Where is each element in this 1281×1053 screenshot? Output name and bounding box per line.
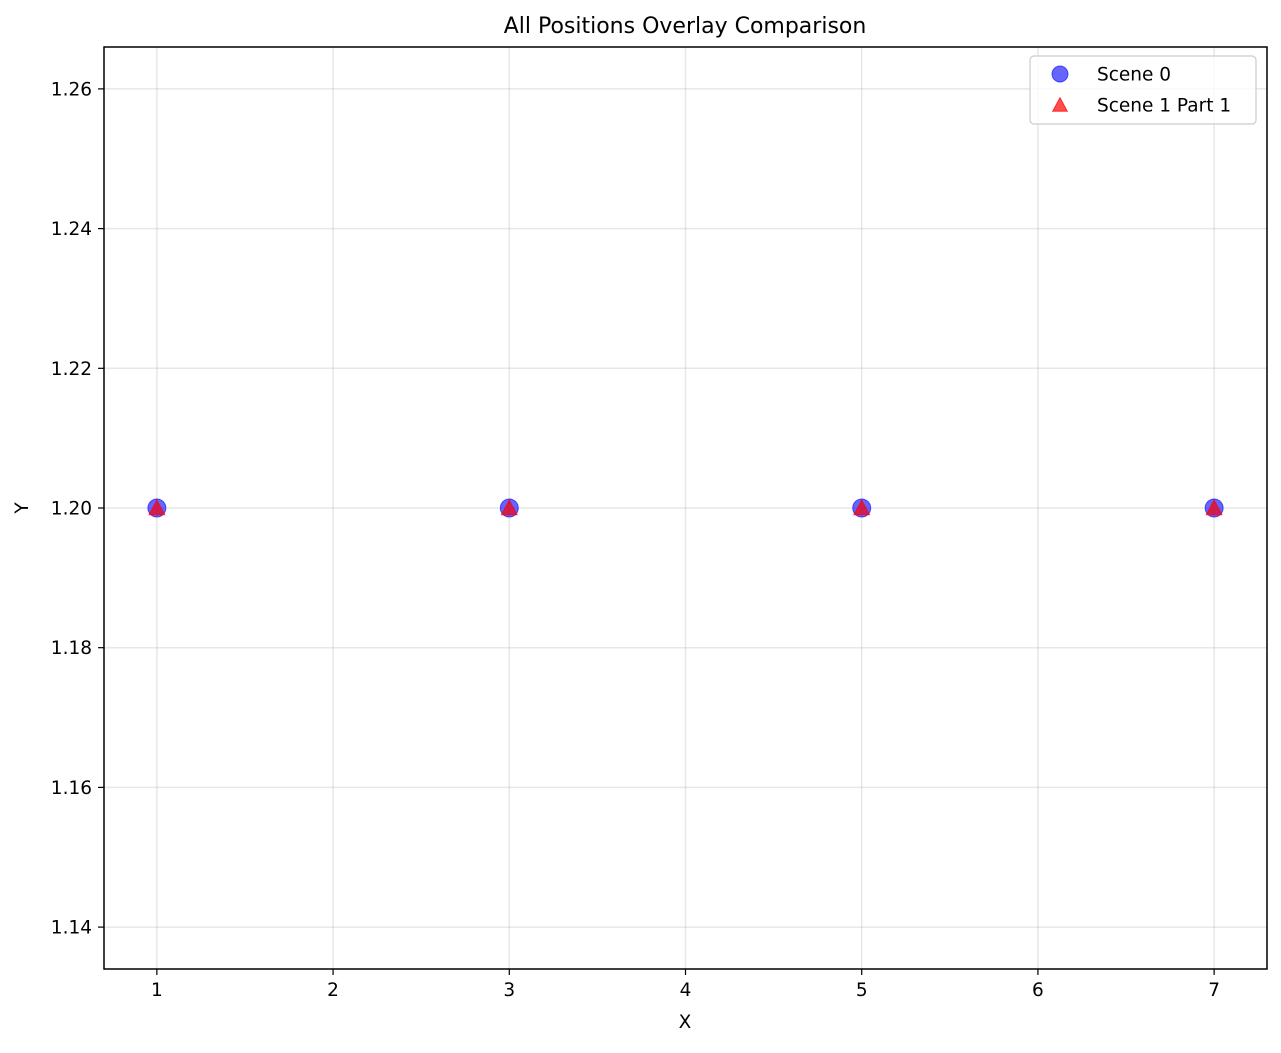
legend-triangle-marker [1051, 96, 1069, 112]
x-tick-label: 4 [680, 980, 692, 1001]
legend-circle-marker [1051, 65, 1069, 83]
y-tick-label: 1.24 [51, 219, 92, 240]
x-tick-label: 1 [151, 980, 163, 1001]
y-axis-title: Y [12, 502, 33, 515]
plot-points [147, 498, 1224, 518]
legend: Scene 0 Scene 1 Part 1 [1029, 55, 1257, 125]
y-tick-label: 1.26 [51, 79, 92, 100]
x-tick-label: 2 [327, 980, 339, 1001]
y-tick-label: 1.18 [51, 638, 92, 659]
scene-1-point [1205, 499, 1223, 516]
x-axis-title: X [679, 1012, 692, 1033]
scene-1-point [500, 499, 519, 516]
legend-label: Scene 0 [1097, 65, 1171, 86]
axis-ticks: 1 2 3 4 5 6 7 1.14 1.16 1.18 1.20 1.22 1.24 1.26 [51, 79, 1220, 1001]
scene-1-point [852, 499, 871, 516]
y-tick-label: 1.16 [51, 778, 92, 799]
legend-label: Scene 1 Part 1 [1097, 96, 1231, 117]
legend-box [1029, 55, 1257, 125]
x-tick-label: 6 [1032, 980, 1044, 1001]
scene-1-point [148, 499, 166, 516]
x-tick-label: 3 [503, 980, 515, 1001]
y-tick-label: 1.14 [51, 918, 92, 939]
chart-title: All Positions Overlay Comparison [504, 14, 867, 39]
x-tick-label: 5 [856, 980, 868, 1001]
x-tick-label: 7 [1208, 980, 1220, 1001]
y-tick-label: 1.22 [51, 359, 92, 380]
y-tick-label: 1.20 [51, 499, 92, 520]
